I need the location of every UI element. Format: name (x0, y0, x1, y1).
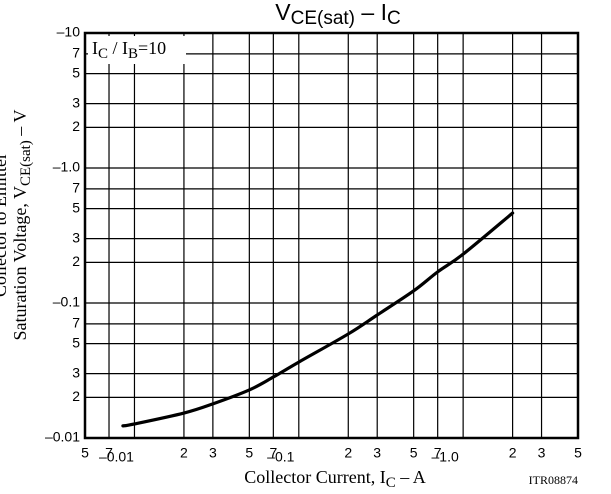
annotation-part: B (128, 46, 138, 62)
y-tick-label: 3 (72, 229, 80, 245)
x-tick-label: 7 (105, 445, 113, 461)
y-tick-label: 2 (72, 118, 80, 134)
annotation-part: / I (108, 38, 128, 58)
chart-title: VCE(sat) – IC (275, 0, 400, 29)
x-axis-label: Collector Current, IC – A (244, 467, 426, 491)
x-label-part: – A (396, 467, 426, 487)
y-tick-label: 7 (72, 180, 80, 196)
title-part: – I (355, 0, 387, 25)
y-tick-label: 5 (72, 334, 80, 350)
x-tick-label: 5 (245, 445, 253, 461)
y-tick-label: 2 (72, 388, 80, 404)
curves (121, 211, 515, 428)
y-tick-label: –0.01 (45, 429, 80, 445)
plot-border (83, 31, 580, 440)
y-label-line: Saturation Voltage, VCE(sat) – V (10, 109, 34, 340)
title-part: V (275, 0, 291, 25)
x-tick-label: 5 (410, 445, 418, 461)
x-tick-label: 2 (344, 445, 352, 461)
annotation: IC / IB=10 (92, 38, 166, 62)
y-tick-label: –1.0 (53, 159, 80, 175)
curve (121, 211, 515, 428)
y-tick-label: –0.1 (53, 294, 80, 310)
annotation-part: =10 (138, 38, 166, 58)
y-axis-label: Collector to Emitter Saturation Voltage,… (0, 109, 34, 340)
x-tick-label: 3 (538, 445, 546, 461)
figure-code: ITR08874 (529, 473, 578, 487)
x-tick-label: 5 (81, 445, 89, 461)
x-tick-label: –0.1 (267, 449, 294, 465)
x-tick-label: –0.01 (99, 449, 134, 465)
x-label-part: Collector Current, I (244, 467, 385, 487)
annotation-background (88, 36, 186, 64)
y-tick-label: 2 (72, 253, 80, 269)
annotation-part: I (92, 38, 98, 58)
x-tick-label: 2 (509, 445, 517, 461)
y-tick-label: 7 (72, 45, 80, 61)
x-tick-label: –1.0 (432, 449, 459, 465)
y-tick-label: –10 (57, 24, 81, 40)
y-tick-label: 5 (72, 64, 80, 80)
y-label-part: CE(sat) (18, 140, 34, 186)
x-tick-label: 3 (373, 445, 381, 461)
y-tick-label: 7 (72, 315, 80, 331)
y-label-line: Collector to Emitter (0, 153, 10, 297)
y-tick-label: 3 (72, 94, 80, 110)
x-tick-label: 3 (209, 445, 217, 461)
grid (84, 32, 579, 439)
title-part: C (387, 8, 401, 29)
y-label-part: – V (10, 109, 30, 140)
y-tick-label: 3 (72, 364, 80, 380)
title-part: CE(sat) (291, 8, 355, 29)
x-tick-label: 5 (574, 445, 582, 461)
y-label-part: Saturation Voltage, V (10, 186, 30, 341)
x-tick-label: 7 (434, 445, 442, 461)
annotation-part: C (98, 46, 108, 62)
y-tick-label: 5 (72, 199, 80, 215)
x-label-part: C (386, 475, 396, 491)
x-tick-label: 7 (269, 445, 277, 461)
x-tick-label: 2 (180, 445, 188, 461)
